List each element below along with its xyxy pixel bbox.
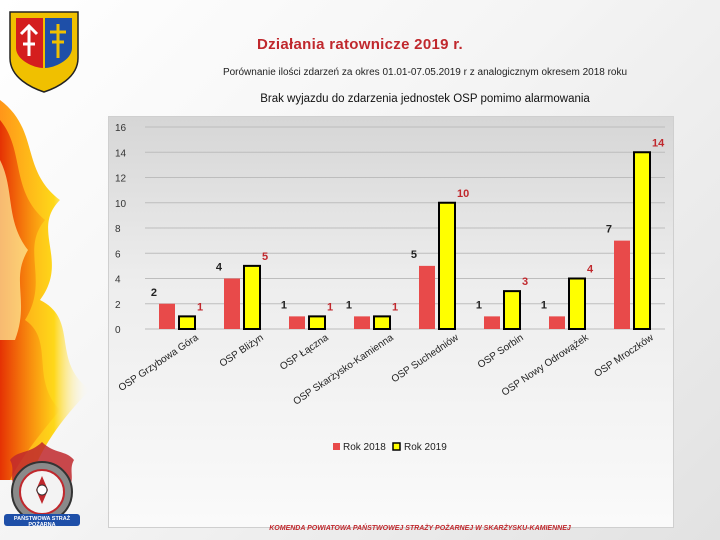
data-label-2018: 2 [151, 287, 157, 299]
y-tick-label: 0 [115, 325, 121, 336]
legend-label-2018: Rok 2018 [343, 442, 386, 453]
x-tick-label: OSP Mroczków [593, 332, 657, 380]
x-tick-label: OSP Suchedniów [390, 332, 462, 385]
chart-area: 0 2 4 6 8 10 12 14 16 2 1 OSP Grzybowa Góra 4 5 OSP Bl… [108, 116, 674, 528]
psp-emblem-text: PAŃSTWOWA STRAŻ POŻARNA [13, 516, 71, 528]
data-label-2018: 1 [476, 299, 482, 311]
bar-2019 [178, 315, 196, 330]
coat-of-arms-icon [9, 11, 79, 93]
x-tick-label: OSP Bliżyn [218, 332, 266, 369]
data-label-2019: 10 [457, 188, 469, 200]
legend-label-2019: Rok 2019 [404, 442, 447, 453]
footer-text: KOMENDA POWIATOWA PAŃSTWOWEJ STRAŻY POŻA… [269, 525, 571, 532]
bar-2019 [503, 290, 521, 330]
psp-emblem-icon [4, 442, 80, 526]
page-subtitle: Porównanie ilości zdarzeń za okres 01.01… [222, 67, 628, 78]
y-tick-label: 16 [115, 123, 127, 134]
data-label-2019: 4 [587, 264, 594, 276]
bar-2018 [484, 316, 500, 329]
flames-decoration [0, 100, 90, 480]
x-tick-label: OSP Sorbin [476, 332, 526, 371]
bar-2018 [419, 265, 435, 329]
data-label-2018: 4 [216, 262, 223, 274]
data-label-2018: 5 [411, 249, 417, 261]
data-label-2019: 5 [262, 251, 268, 263]
data-label-2019: 3 [522, 276, 528, 288]
legend-swatch-2018 [333, 443, 340, 450]
y-tick-label: 14 [115, 148, 127, 159]
data-label-2018: 1 [541, 299, 547, 311]
y-tick-label: 10 [115, 199, 127, 210]
y-tick-label: 8 [115, 224, 121, 235]
bar-2019 [308, 315, 326, 330]
y-tick-label: 2 [115, 300, 121, 311]
data-label-2019: 1 [197, 301, 203, 313]
data-label-2018: 1 [346, 299, 352, 311]
data-label-2018: 1 [281, 299, 287, 311]
bar-2018 [549, 316, 565, 329]
bar-2019 [633, 151, 651, 330]
y-tick-label: 4 [115, 275, 121, 286]
x-tick-label: OSP Łączna [278, 332, 331, 373]
y-tick-label: 12 [115, 174, 127, 185]
bar-2018 [224, 278, 240, 329]
bar-2018 [614, 240, 630, 329]
chart-title: Brak wyjazdu do zdarzenia jednostek OSP … [260, 93, 590, 105]
page-title: Działania ratownicze 2019 r. [257, 36, 463, 53]
bar-2018 [159, 303, 175, 329]
bar-2019 [373, 315, 391, 330]
bar-2018 [354, 316, 370, 329]
bar-2019 [438, 201, 456, 330]
data-label-2018: 7 [606, 224, 612, 236]
data-label-2019: 1 [327, 301, 333, 313]
data-label-2019: 1 [392, 301, 398, 313]
bar-2019 [243, 264, 261, 330]
data-label-2019: 14 [652, 137, 665, 149]
bar-2019 [568, 277, 586, 330]
x-tick-label: OSP Grzybowa Góra [117, 332, 201, 394]
bar-2018 [289, 316, 305, 329]
y-tick-label: 6 [115, 249, 121, 260]
legend-swatch-2019 [392, 442, 401, 451]
